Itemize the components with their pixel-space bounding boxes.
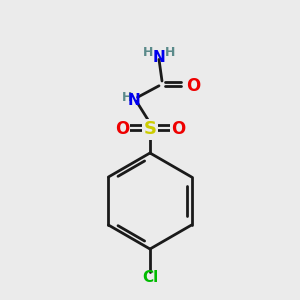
Text: O: O [171, 121, 185, 139]
Text: S: S [143, 121, 157, 139]
Text: Cl: Cl [142, 270, 158, 285]
Text: O: O [186, 77, 201, 95]
Text: H: H [122, 91, 132, 104]
Text: N: N [128, 93, 140, 108]
Text: O: O [115, 121, 129, 139]
Text: N: N [153, 50, 165, 64]
Text: H: H [165, 46, 176, 59]
Text: H: H [142, 46, 153, 59]
